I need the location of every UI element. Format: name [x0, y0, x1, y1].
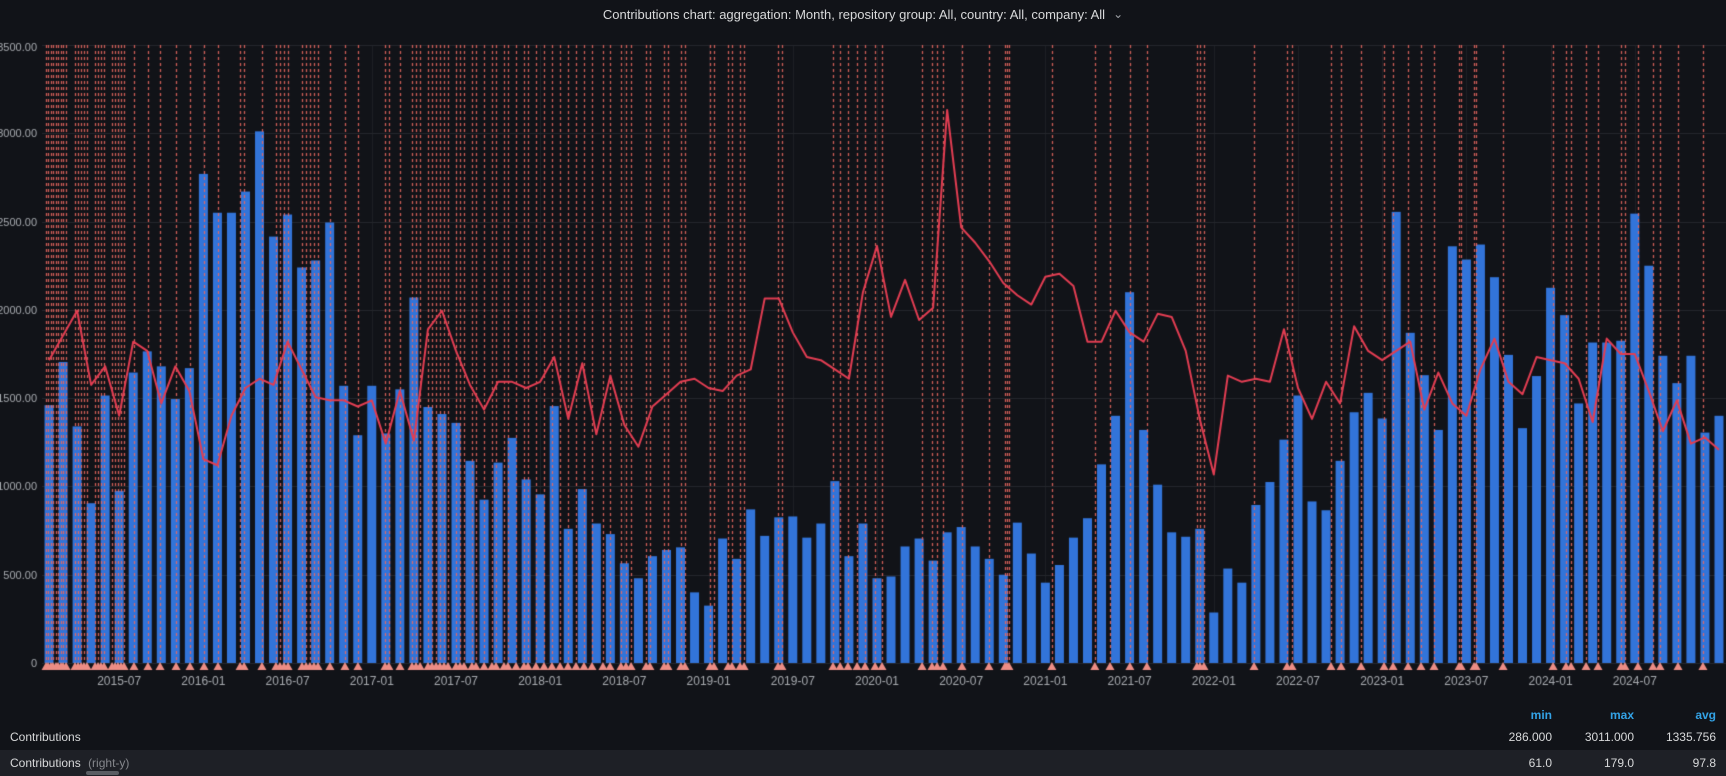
stat-min-right-y: 61.0	[1528, 756, 1552, 770]
stat-max-contributions: 3011.000	[1584, 730, 1634, 744]
legend-row-contributions: Contributions 286.000 3011.000 1335.756	[0, 724, 1726, 750]
horizontal-scrollbar-thumb[interactable]	[86, 771, 119, 775]
chevron-down-icon[interactable]: ⌄	[1113, 7, 1124, 21]
stat-avg-contributions: 1335.756	[1665, 730, 1716, 744]
stat-max-right-y: 179.0	[1603, 756, 1634, 770]
series-label-contributions[interactable]: Contributions	[10, 730, 81, 744]
legend-header-row: min max avg	[0, 702, 1726, 724]
legend-header-min[interactable]: min	[1530, 708, 1552, 722]
panel-title-bar[interactable]: Contributions chart: aggregation: Month,…	[0, 0, 1726, 28]
stat-avg-right-y: 97.8	[1692, 756, 1716, 770]
legend-row-contributions-right-y: Contributions (right-y) 61.0 179.0 97.8	[0, 750, 1726, 776]
series-label-contributions-right-y[interactable]: Contributions	[10, 756, 81, 770]
legend-header-max[interactable]: max	[1609, 708, 1634, 722]
contributions-chart-canvas[interactable]	[0, 28, 1726, 702]
stat-min-contributions: 286.000	[1508, 730, 1552, 744]
series-label-right-y-suffix: (right-y)	[88, 756, 130, 770]
panel-title: Contributions chart: aggregation: Month,…	[602, 6, 1106, 22]
legend-header-avg[interactable]: avg	[1695, 708, 1716, 722]
